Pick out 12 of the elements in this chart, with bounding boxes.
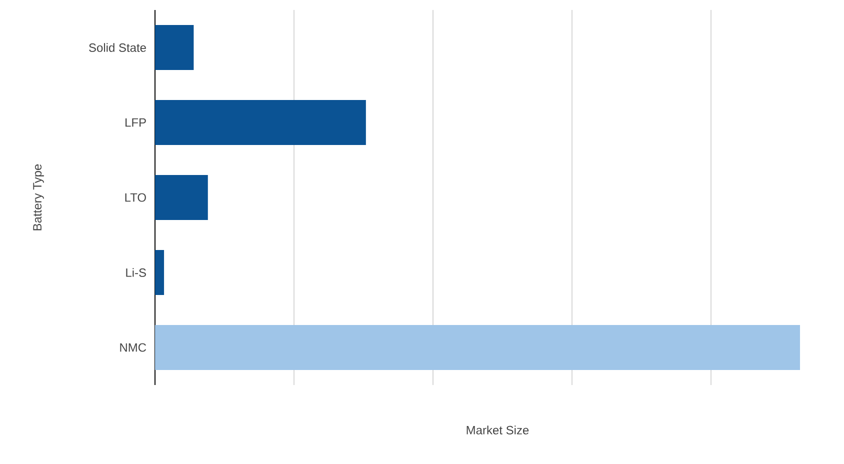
y-tick-label: NMC	[120, 343, 146, 352]
x-axis-title: Market Size	[466, 426, 529, 434]
y-tick-label: LFP	[126, 118, 146, 127]
y-tick-label: LTO	[125, 193, 146, 202]
y-tick-label: Solid State	[89, 43, 146, 52]
bar	[155, 100, 366, 145]
bar	[155, 325, 800, 370]
y-tick-label: Li-S	[126, 268, 146, 277]
bar	[155, 250, 164, 295]
bar	[155, 25, 194, 70]
bar	[155, 175, 208, 220]
y-axis-title: Battery Type	[33, 164, 44, 230]
